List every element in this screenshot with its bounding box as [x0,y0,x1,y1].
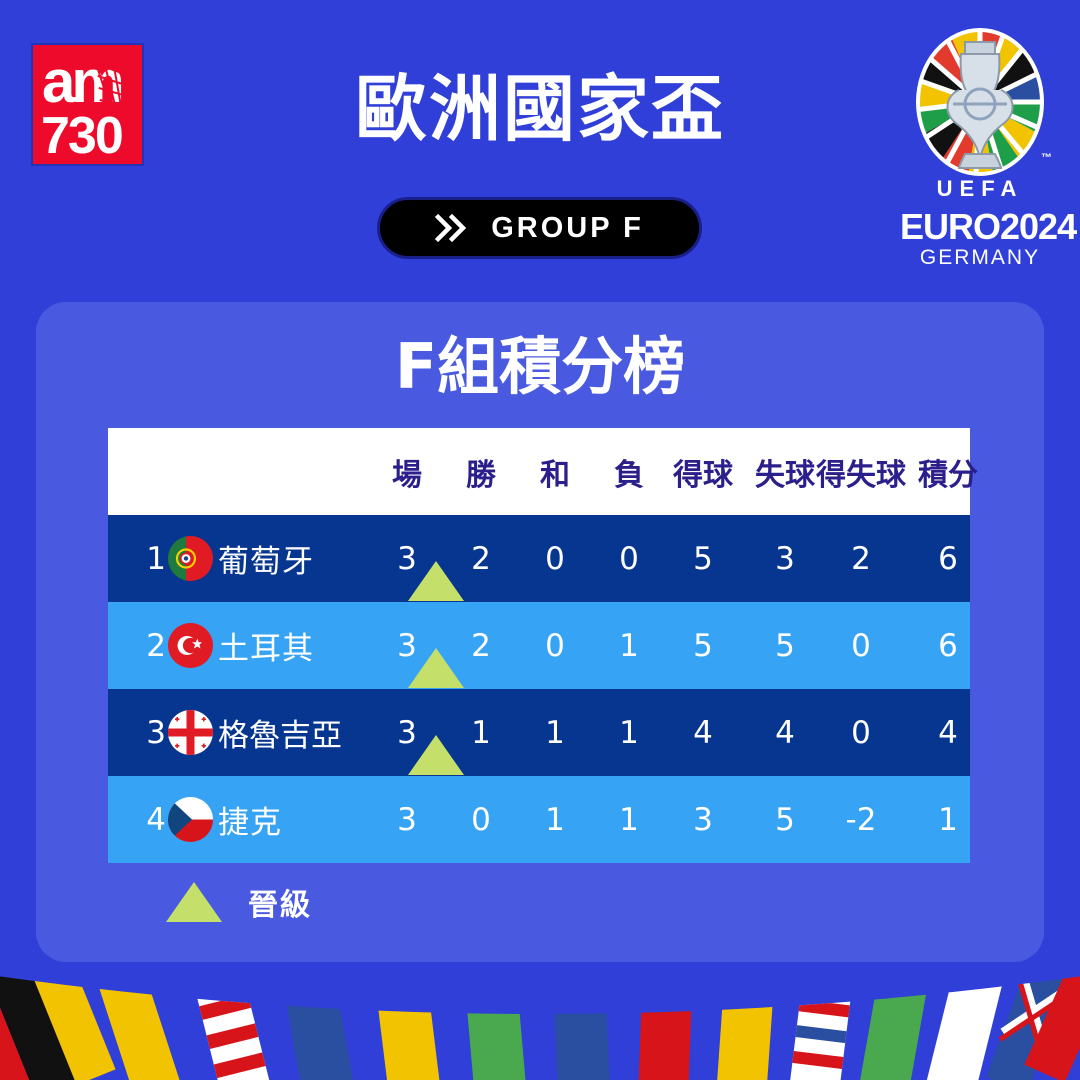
am730-logo[interactable]: am 730 [31,43,144,166]
legend: 晉級 [166,880,312,924]
row-won: 2 [471,540,491,577]
row-goal-diff: -2 [845,801,877,838]
row-lost: 1 [619,627,639,664]
green-triangle-icon [166,882,222,922]
row-lost: 1 [619,714,639,751]
row-drawn: 0 [545,627,565,664]
row-rank: 1 [146,540,166,577]
am730-logo-bottom: 730 [41,107,124,165]
row-played: 3 [397,627,417,664]
col-header-points: 積分 [918,457,978,493]
row-points: 6 [938,627,958,664]
col-header-won: 勝 [466,457,496,493]
table-header-row: 場 勝 和 負 得球 失球 得失球 積分 [108,428,978,515]
row-rank: 3 [146,714,166,751]
table-row[interactable]: 1 葡萄牙 3 2 0 0 5 3 2 [108,515,970,602]
row-goals-against: 4 [775,714,795,751]
row-team-name: 格魯吉亞 [218,718,342,754]
col-header-goals-against: 失球 [755,457,815,493]
row-rank: 2 [146,627,166,664]
page-title: F組積分榜 [394,330,686,403]
germany-wordmark: GERMANY [919,246,1041,269]
trademark-symbol: ™ [1041,152,1052,164]
col-header-goal-diff: 得失球 [816,457,906,493]
czech-flag-icon [168,797,213,842]
col-header-goals-for: 得球 [673,457,733,493]
row-won: 0 [471,801,491,838]
group-badge[interactable]: GROUP F [377,197,702,259]
legend-label: 晉級 [248,888,312,923]
row-drawn: 0 [545,540,565,577]
standings-table: 場 勝 和 負 得球 失球 得失球 積分 1 [108,428,978,863]
row-goal-diff: 0 [851,627,871,664]
row-played: 3 [397,714,417,751]
col-header-lost: 負 [614,457,644,493]
uefa-euro-2024-logo: ™ UEFA EURO2024 GERMANY [900,28,1077,269]
row-drawn: 1 [545,801,565,838]
col-header-played: 場 [392,457,422,493]
row-team-name: 捷克 [218,805,282,841]
row-won: 1 [471,714,491,751]
row-goals-for: 3 [693,801,713,838]
row-points: 4 [938,714,958,751]
row-won: 2 [471,627,491,664]
row-points: 1 [938,801,958,838]
row-goal-diff: 2 [851,540,871,577]
row-goals-for: 5 [693,627,713,664]
row-goals-against: 5 [775,801,795,838]
row-rank: 4 [146,801,166,838]
row-played: 3 [397,801,417,838]
turkey-flag-icon [168,623,213,668]
table-row[interactable]: 2 土耳其 3 2 0 1 5 5 0 6 [108,602,970,689]
bunting-flags-graphic [0,975,1080,1080]
euro-2024-wordmark: EURO2024 [900,206,1077,247]
row-lost: 1 [619,801,639,838]
portugal-flag-icon [168,536,213,581]
page-header: am 730 歐洲國家盃 GROUP F [0,0,1080,285]
row-points: 6 [938,540,958,577]
row-drawn: 1 [545,714,565,751]
row-goal-diff: 0 [851,714,871,751]
row-played: 3 [397,540,417,577]
row-goals-for: 4 [693,714,713,751]
double-chevron-right-icon [435,213,469,243]
standings-card: F組積分榜 場 勝 和 負 得球 失球 得失球 積分 1 [36,302,1044,962]
group-badge-label: GROUP F [491,211,644,244]
col-header-drawn: 和 [540,457,570,493]
row-team-name: 葡萄牙 [218,544,314,580]
event-title: 歐洲國家盃 [354,67,725,151]
table-row[interactable]: 3 格魯吉亞 [108,689,970,776]
uefa-wordmark: UEFA [936,176,1024,201]
euro-trophy-icon [916,28,1044,176]
bunting-decoration [0,945,1080,1080]
row-team-name: 土耳其 [218,631,314,667]
table-row[interactable]: 4 捷克 3 0 1 1 3 5 -2 1 [108,776,970,863]
row-lost: 0 [619,540,639,577]
georgia-flag-icon [168,710,213,755]
row-goals-against: 5 [775,627,795,664]
row-goals-for: 5 [693,540,713,577]
row-goals-against: 3 [775,540,795,577]
